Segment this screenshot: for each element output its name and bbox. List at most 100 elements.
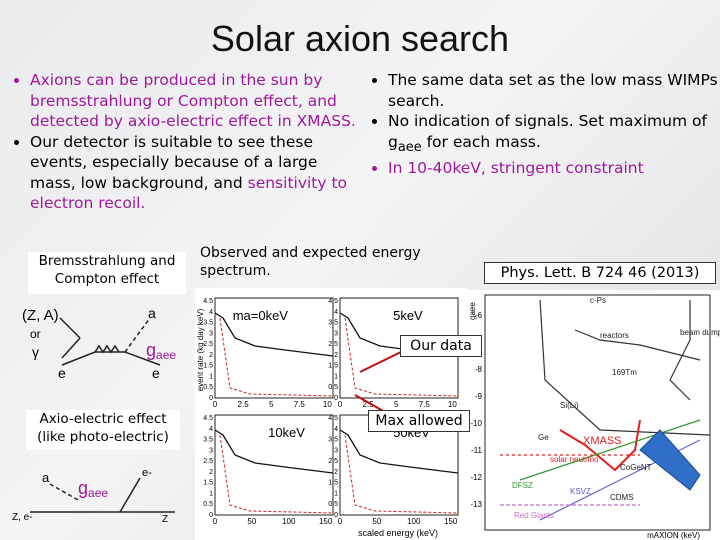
panel-frame [214,297,334,399]
limit-label: Si(Li) [560,401,579,410]
panel-label: 10keV [268,425,305,440]
limit-curve [519,419,701,481]
y-tick-label: -12 [470,473,482,482]
y-tick-label: 2 [209,352,213,359]
x-tick-label: 0 [213,400,218,409]
diagram-text: e [152,365,160,381]
x-tick-label: 0 [338,517,343,526]
left-bullets: Axions can be produced in the sun by bre… [2,70,362,214]
feynman-compton [59,317,161,366]
limit-label: reactors [600,331,629,340]
bullet: No indication of signals. Set maximum of… [388,111,718,158]
coupling-g: g [146,340,156,360]
y-tick-label: 3.5 [203,320,213,327]
coupling: gaee [78,478,108,500]
x-tick-label: 150 [319,517,333,526]
callout-arrow [354,394,386,413]
y-tick-label: 4 [334,426,338,433]
limit-label: XMASS [583,435,622,447]
diagram-text: e- [142,467,152,479]
x-tick-label: 100 [407,517,421,526]
y-tick-label: 2 [209,469,213,476]
x-tick-label: 50 [247,517,256,526]
limit-label: c-Ps [590,296,606,305]
y-tick-label: 3.5 [328,437,338,444]
x-tick-label: 7.5 [294,400,306,409]
spectrum-line [214,429,334,474]
x-tick-label: 10 [448,400,457,409]
y-tick-label: -9 [475,392,483,401]
y-tick-label: 3 [334,330,338,337]
diagram-text: a [42,470,50,485]
electron-line [119,477,141,513]
y-tick-label: 3 [209,447,213,454]
x-tick-label: 10 [323,400,332,409]
diagram-text: Z [162,514,168,525]
diagram-text: γ [32,344,39,360]
expected-line [219,317,334,397]
diagram-text: e [58,365,66,381]
highlight-arrow [639,429,701,491]
y-tick-label: 2.5 [203,341,213,348]
x-tick-label: 0 [213,517,218,526]
bullet: Our detector is suitable to see these ev… [30,132,362,214]
limit-label: 169Tm [612,368,637,377]
coupling-sub: aee [88,486,108,500]
limit-curve [669,300,691,401]
limit-label: DFSZ [512,481,533,490]
bullet-text: Our detector is suitable to see these ev… [30,132,318,192]
electron-line [61,351,161,366]
bullet-highlight: sensitivity to electron recoil. [30,173,348,213]
y-tick-label: 0.5 [203,384,213,391]
y-tick-label: 1 [209,373,213,380]
limit-label: Ge [538,433,549,442]
x-tick-label: 0 [338,400,343,409]
panel-label: 5keV [393,308,423,323]
limit-label: Red Giants [514,511,554,520]
y-tick-label: 4.5 [328,298,338,305]
y-tick-label: 1.5 [203,480,213,487]
x-axis-label: mAXION (keV) [647,531,700,540]
x-axis-label: scaled energy (keV) [358,528,438,538]
y-tick-label: 0 [334,512,338,519]
y-tick-label: 3.5 [203,437,213,444]
x-tick-label: 100 [282,517,296,526]
limit-curve [559,419,641,472]
coupling-sub: aee [156,348,176,362]
y-tick-label: 4.5 [328,415,338,422]
bullet-sub: aee [397,139,422,155]
y-tick-label: -13 [470,500,482,509]
y-tick-label: 4.5 [203,415,213,422]
panel-frame [214,414,334,516]
limit-label: KSVZ [570,487,591,496]
bullet: Axions can be produced in the sun by bre… [30,70,362,132]
y-tick-label: -8 [475,365,483,374]
panel-label: ma=0keV [233,308,289,323]
limit-curves [500,299,711,521]
x-tick-label: 7.5 [419,400,431,409]
diagram-text: or [30,327,41,341]
limits-background [465,290,720,540]
x-tick-label: 5 [394,400,399,409]
reference: Phys. Lett. B 724 46 (2013) [484,262,716,284]
y-tick-label: 2.5 [203,458,213,465]
diagram-label: Bremsstrahlung and Compton effect [28,252,186,294]
bullet: The same data set as the low mass WIMPs … [388,70,718,111]
axion-line [49,483,79,501]
x-tick-label: 50 [372,517,381,526]
y-tick-label: 2 [334,469,338,476]
y-tick-label: 4 [334,309,338,316]
y-tick-label: 3 [209,330,213,337]
y-tick-label: 1.5 [203,363,213,370]
y-tick-label: 0 [334,395,338,402]
y-tick-label: 1 [209,490,213,497]
bullet: In 10-40keV, stringent constraint [388,158,718,179]
y-tick-label: -10 [470,419,482,428]
x-tick-label: 2.5 [363,400,375,409]
y-tick-label: 3.5 [328,320,338,327]
diagram-text: a [148,305,156,321]
x-tick-label: 150 [444,517,458,526]
right-bullets: The same data set as the low mass WIMPs … [360,70,718,179]
